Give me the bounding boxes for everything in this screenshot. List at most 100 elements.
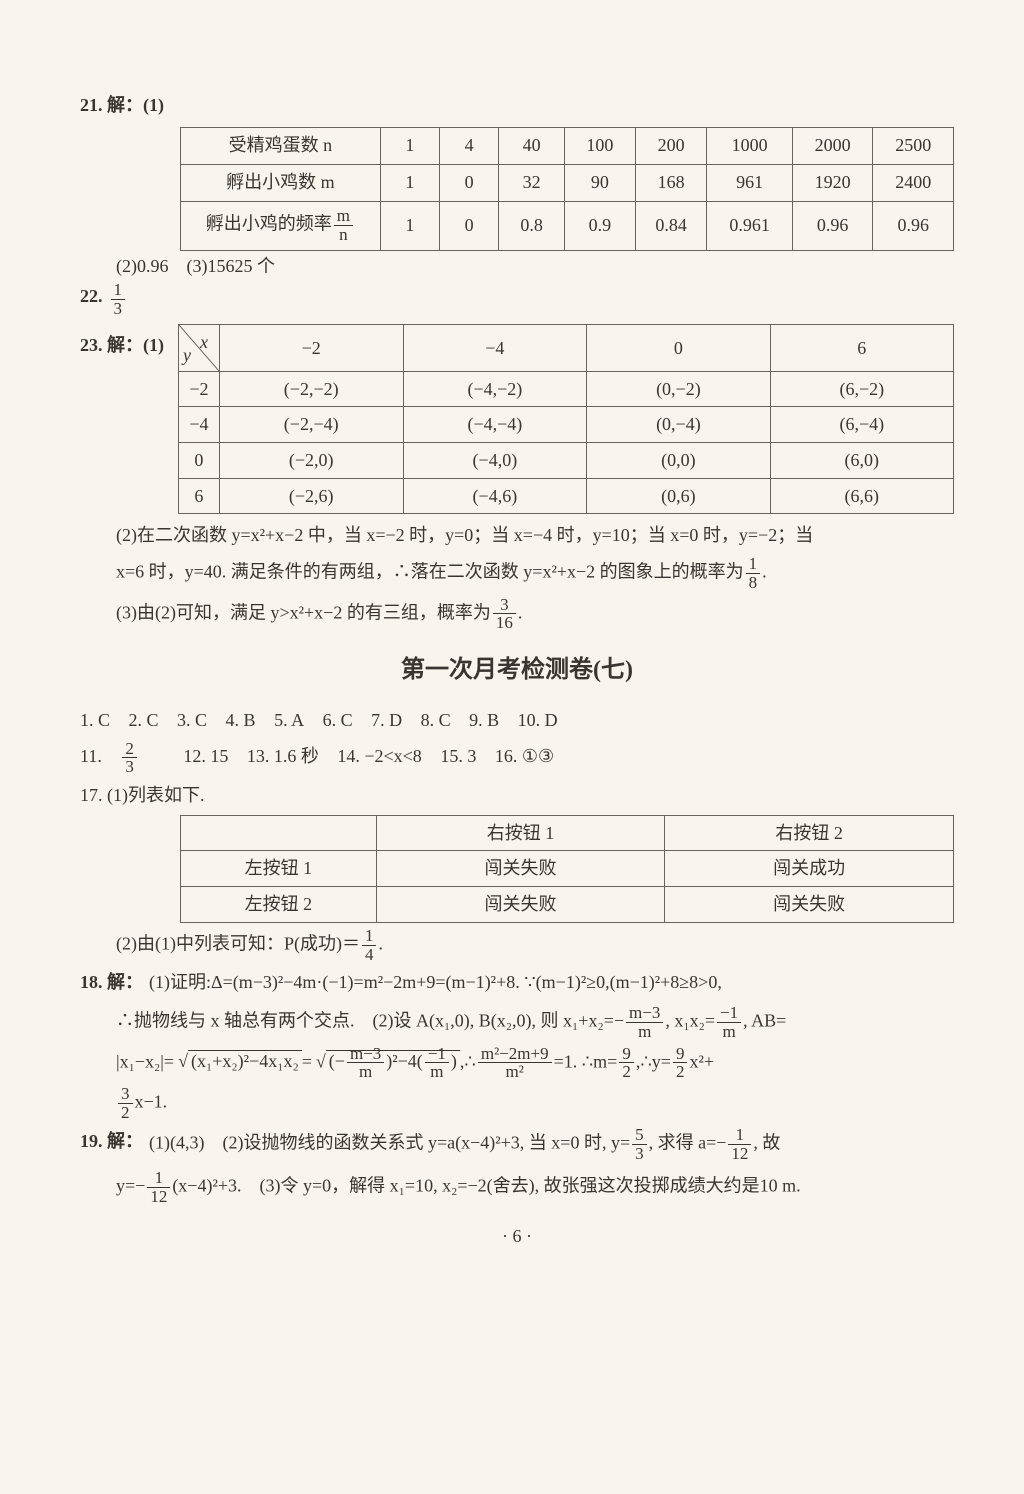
cell: (0,6)	[587, 478, 770, 514]
q18-l3: |x₁−x₂|=√(x₁+x₂)²−4x₁x₂=√(−m−3m)²−4(−1m)…	[116, 1045, 954, 1082]
cell: 90	[565, 164, 636, 201]
q23-p3: (3)由(2)可知，满足 y>x²+x−2 的有三组，概率为316.	[116, 596, 954, 633]
sqrt: √(x₁+x₂)²−4x₁x₂	[174, 1046, 302, 1077]
text: , x₁x₂=	[665, 1010, 715, 1030]
ans: 3. C	[177, 710, 207, 730]
text: .	[762, 561, 767, 581]
cell: 2000	[792, 127, 873, 164]
table-row: 左按钮 2 闯关失败 闯关失败	[181, 887, 954, 923]
cell: 6	[179, 478, 220, 514]
table-row: 右按钮 1 右按钮 2	[181, 815, 954, 851]
text: , AB=	[743, 1010, 786, 1030]
fraction: 53	[632, 1126, 647, 1163]
fraction: m−3m	[626, 1004, 663, 1041]
cell: 2400	[873, 164, 954, 201]
cell: 1920	[792, 164, 873, 201]
cell: 100	[565, 127, 636, 164]
q18-l2: ∴抛物线与 x 轴总有两个交点. (2)设 A(x₁,0), B(x₂,0), …	[116, 1004, 954, 1041]
ans: 10. D	[518, 710, 558, 730]
q23-p2a: (2)在二次函数 y=x²+x−2 中，当 x=−2 时，y=0；当 x=−4 …	[116, 520, 954, 551]
fraction: 316	[493, 596, 516, 633]
cell: (0,−2)	[587, 371, 770, 407]
q18: 18. 解： (1)证明:Δ=(m−3)²−4m·(−1)=m²−2m+9=(m…	[80, 967, 954, 998]
cell: 0	[439, 201, 498, 250]
q23: 23. 解：(1) xy −2 −4 0 6 −2 (−2,−2) (−4,−2…	[80, 324, 954, 514]
ans: 8. C	[421, 710, 451, 730]
cell: (−4,0)	[403, 443, 587, 479]
fraction: mn	[334, 207, 353, 244]
cell: (−4,−4)	[403, 407, 587, 443]
cell: 左按钮 1	[181, 851, 377, 887]
q17-label: 17. (1)列表如下.	[80, 780, 954, 811]
text: =1. ∴m=	[554, 1051, 618, 1071]
ans: 5. A	[274, 710, 304, 730]
text: ,∴	[460, 1051, 476, 1071]
diag-cell: xy	[179, 324, 220, 371]
cell: −2	[179, 371, 220, 407]
ans: 6. C	[323, 710, 353, 730]
text: |x₁−x₂|=	[116, 1051, 174, 1071]
fraction: 112	[147, 1169, 170, 1206]
cell: 6	[770, 324, 953, 371]
text: .	[518, 602, 523, 622]
cell: 168	[635, 164, 707, 201]
text: .	[378, 933, 383, 953]
cell: (0,0)	[587, 443, 770, 479]
cell: 1000	[707, 127, 792, 164]
text: ,∴y=	[636, 1051, 671, 1071]
cell: 0	[439, 164, 498, 201]
cell: 0.9	[565, 201, 636, 250]
q21: 21. 解：(1)	[80, 90, 954, 121]
fraction: 23	[122, 740, 151, 777]
text: (1)(4,3) (2)设抛物线的函数关系式 y=a(x−4)²+3, 当 x=…	[149, 1126, 780, 1163]
q19-l2: y=−112(x−4)²+3. (3)令 y=0，解得 x₁=10, x₂=−2…	[116, 1169, 954, 1206]
text: x²+	[689, 1051, 714, 1071]
cell: 0.96	[792, 201, 873, 250]
cell: 0.961	[707, 201, 792, 250]
q22-label: 22.	[80, 281, 103, 312]
cell: 受精鸡蛋数 n	[181, 127, 381, 164]
fraction: 112	[728, 1126, 751, 1163]
fraction: 92	[673, 1045, 688, 1082]
cell: 1	[380, 201, 439, 250]
ans: 14. −2<x<8	[337, 746, 421, 766]
ans: 1. C	[80, 710, 110, 730]
cell: (6,−4)	[770, 407, 953, 443]
cell: 961	[707, 164, 792, 201]
ans: 11. 23	[80, 746, 165, 766]
cell: 右按钮 1	[376, 815, 665, 851]
cell: (−4,6)	[403, 478, 587, 514]
fraction: −1m	[717, 1004, 741, 1041]
table-row: 孵出小鸡数 m 1 0 32 90 168 961 1920 2400	[181, 164, 954, 201]
text: =	[302, 1051, 312, 1071]
cell: 4	[439, 127, 498, 164]
cell: 2500	[873, 127, 954, 164]
cell: 32	[499, 164, 565, 201]
cell: 闯关失败	[665, 887, 954, 923]
text: (1)证明:Δ=(m−3)²−4m·(−1)=m²−2m+9=(m−1)²+8.…	[149, 967, 722, 998]
cell: (6,−2)	[770, 371, 953, 407]
table-row: 孵出小鸡的频率mn 1 0 0.8 0.9 0.84 0.961 0.96 0.…	[181, 201, 954, 250]
ans: 7. D	[371, 710, 402, 730]
cell: 0.8	[499, 201, 565, 250]
answers-line1: 1. C 2. C 3. C 4. B 5. A 6. C 7. D 8. C …	[80, 705, 954, 736]
q17-p2: (2)由(1)中列表可知：P(成功)＝14.	[116, 927, 954, 964]
q18-label: 18. 解：	[80, 967, 143, 998]
ans: 16. ①③	[495, 746, 554, 766]
sqrt: √(−m−3m)²−4(−1m)	[312, 1045, 460, 1082]
q19-label: 19. 解：	[80, 1126, 143, 1157]
q21-table: 受精鸡蛋数 n 1 4 40 100 200 1000 2000 2500 孵出…	[180, 127, 954, 251]
page-number: · 6 ·	[80, 1221, 954, 1252]
cell: −2	[219, 324, 403, 371]
cell: 孵出小鸡的频率mn	[181, 201, 381, 250]
cell: (−2,6)	[219, 478, 403, 514]
ans: 4. B	[226, 710, 256, 730]
table-row: 受精鸡蛋数 n 1 4 40 100 200 1000 2000 2500	[181, 127, 954, 164]
cell: 闯关成功	[665, 851, 954, 887]
ans: 13. 1.6 秒	[247, 746, 319, 766]
ans: 2. C	[129, 710, 159, 730]
ans: 15. 3	[440, 746, 476, 766]
table-row: 6 (−2,6) (−4,6) (0,6) (6,6)	[179, 478, 954, 514]
cell: −4	[179, 407, 220, 443]
fraction: 18	[746, 555, 761, 592]
